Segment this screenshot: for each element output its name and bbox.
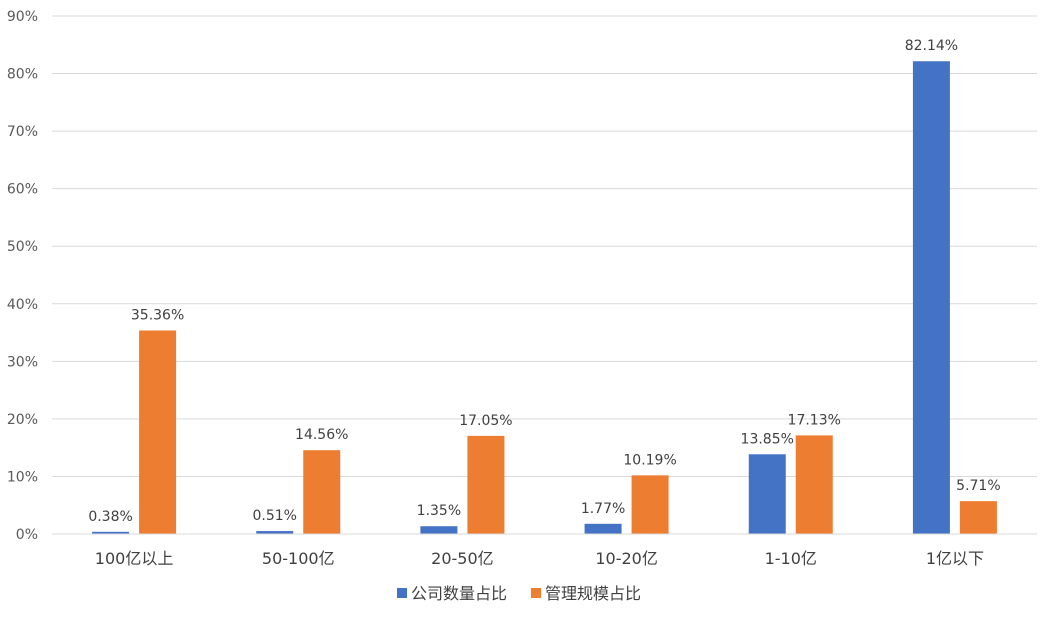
y-tick-label: 20% <box>7 412 38 428</box>
bar-series-2 <box>303 450 341 534</box>
y-tick-label: 80% <box>7 67 38 83</box>
y-tick-label: 60% <box>7 182 38 198</box>
gridlines <box>52 15 1037 477</box>
legend-swatch <box>397 588 407 598</box>
data-label: 1.35% <box>417 503 461 519</box>
data-label: 14.56% <box>295 427 348 443</box>
bars <box>92 61 997 534</box>
data-label: 0.38% <box>88 509 132 525</box>
y-tick-label: 30% <box>7 354 38 370</box>
x-category-label: 100亿以上 <box>95 549 174 568</box>
x-category-label: 10-20亿 <box>595 549 658 568</box>
data-label: 17.13% <box>788 412 841 428</box>
y-tick-label: 90% <box>7 9 38 25</box>
bar-series-1 <box>420 526 458 534</box>
y-tick-label: 50% <box>7 239 38 255</box>
bar-series-1 <box>256 531 294 534</box>
data-label: 10.19% <box>623 452 676 468</box>
bar-series-2 <box>959 501 997 534</box>
y-tick-label: 10% <box>7 469 38 485</box>
data-label: 13.85% <box>741 431 794 447</box>
bar-series-2 <box>795 435 833 534</box>
y-tick-label: 70% <box>7 124 38 140</box>
bar-series-2 <box>631 475 669 534</box>
data-label: 35.36% <box>131 307 184 323</box>
data-label: 17.05% <box>459 413 512 429</box>
bar-series-1 <box>748 454 786 534</box>
x-category-label: 20-50亿 <box>431 549 494 568</box>
x-category-label: 1亿以下 <box>926 549 984 568</box>
legend-label: 管理规模占比 <box>545 584 641 603</box>
y-tick-label: 40% <box>7 297 38 313</box>
bar-series-2 <box>467 435 505 534</box>
bar-series-1 <box>912 61 950 534</box>
y-axis-ticks: 0% 10% 20% 30% 40% 50% 60% 70% 80% 90% <box>7 9 38 543</box>
data-labels: 0.38% 35.36% 0.51% 14.56% 1.35% 17.05% 1.77% 10… <box>88 38 1000 525</box>
y-tick-label: 0% <box>16 527 38 543</box>
data-label: 1.77% <box>581 501 625 517</box>
legend-label: 公司数量占比 <box>411 584 507 603</box>
x-axis-categories: 100亿以上 50-100亿 20-50亿 10-20亿 1-10亿 1亿以下 <box>95 549 984 568</box>
data-label: 0.51% <box>253 508 297 524</box>
x-category-label: 1-10亿 <box>765 549 817 568</box>
bar-series-1 <box>92 531 130 534</box>
legend: 公司数量占比 管理规模占比 <box>397 584 641 603</box>
bar-series-2 <box>139 330 177 534</box>
x-category-label: 50-100亿 <box>262 549 335 568</box>
data-label: 5.71% <box>956 478 1000 494</box>
legend-swatch <box>531 588 542 598</box>
data-label: 82.14% <box>905 38 958 54</box>
bar-series-1 <box>584 523 622 534</box>
